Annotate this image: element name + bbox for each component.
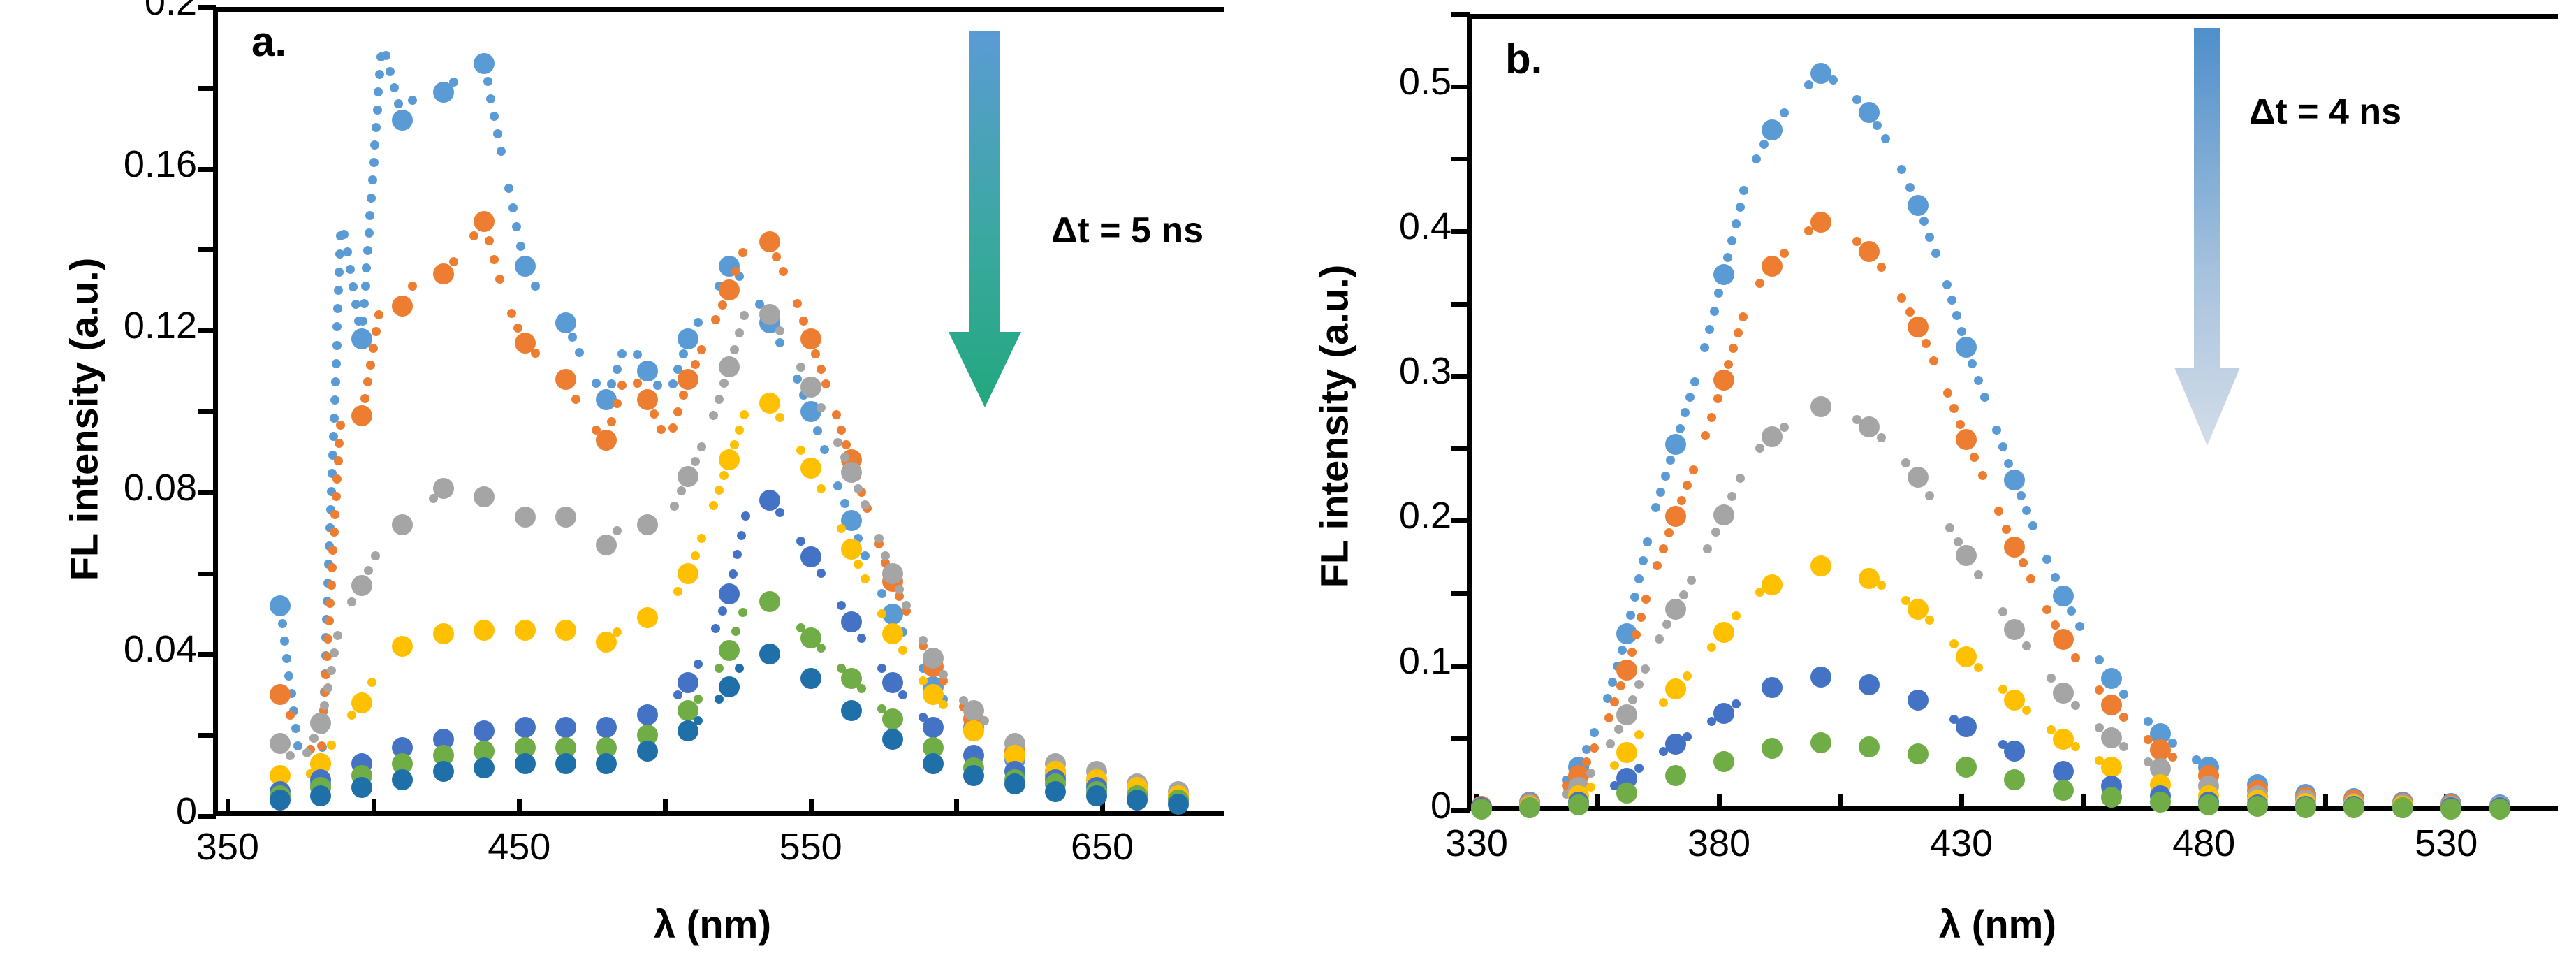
y-tick-label: 0.04 — [123, 628, 197, 671]
panel-a-decay-arrow — [943, 31, 1027, 412]
x-tick-mark — [1100, 799, 1106, 816]
y-tick-label: 0.2 — [1398, 495, 1451, 537]
x-tick-mark — [517, 799, 522, 816]
x-tick-mark — [1474, 794, 1479, 811]
panel-a: a. FL intensity (a.u.) λ (nm) 0 0.04 0.08 0… — [0, 0, 1257, 974]
y-tick-label: 0 — [175, 790, 197, 832]
x-tick-mark — [954, 799, 960, 816]
x-tick-label: 550 — [779, 826, 842, 868]
x-tick-label: 330 — [1444, 822, 1508, 864]
x-tick-label: 530 — [2415, 822, 2478, 864]
x-tick-label: 450 — [488, 826, 551, 868]
y-tick-mark — [1451, 591, 1470, 597]
y-tick-mark — [198, 571, 216, 576]
y-tick-mark — [1451, 157, 1470, 162]
x-tick-mark — [1838, 794, 1843, 811]
x-tick-mark — [2202, 794, 2207, 811]
y-tick-label: 0.1 — [1398, 639, 1451, 682]
panel-a-x-axis-title: λ (nm) — [654, 902, 771, 946]
y-tick-mark — [1451, 736, 1470, 741]
y-tick-label: 0.3 — [1398, 350, 1451, 393]
x-tick-mark — [1716, 794, 1722, 811]
x-tick-mark — [2444, 794, 2450, 811]
x-tick-mark — [662, 799, 668, 816]
x-tick-label: 350 — [196, 826, 259, 868]
y-tick-mark — [198, 652, 216, 657]
x-tick-mark — [225, 799, 230, 816]
y-tick-label: 0 — [1430, 785, 1451, 827]
y-tick-mark — [198, 733, 216, 739]
y-tick-mark — [1451, 518, 1470, 524]
y-tick-mark — [1451, 446, 1470, 451]
panel-a-label: a. — [251, 18, 287, 65]
panel-a-y-axis-title: FL intensity (a.u.) — [61, 257, 106, 581]
y-tick-label: 0.08 — [123, 466, 197, 509]
panel-a-annotation-text: Δt = 5 ns — [1051, 210, 1204, 251]
y-tick-mark — [198, 814, 216, 819]
panel-b-y-axis-title: FL intensity (a.u.) — [1312, 264, 1356, 588]
y-tick-label: 0.5 — [1398, 60, 1451, 103]
panel-b: b. FL intensity (a.u.) λ (nm) 0 0.1 0.2 0.3… — [1257, 0, 2576, 974]
panel-b-x-axis-title: λ (nm) — [1939, 902, 2056, 946]
panel-b-annotation-text: Δt = 4 ns — [2249, 92, 2402, 132]
y-tick-mark — [198, 85, 216, 91]
x-tick-mark — [1595, 794, 1601, 811]
y-tick-mark — [1451, 84, 1470, 89]
x-tick-label: 480 — [2172, 822, 2236, 864]
y-tick-mark — [1451, 808, 1470, 813]
panel-b-decay-arrow — [2169, 28, 2246, 451]
y-tick-mark — [1451, 663, 1470, 669]
y-tick-mark — [1451, 228, 1470, 234]
y-tick-mark — [198, 328, 216, 334]
x-tick-label: 380 — [1687, 822, 1751, 864]
y-tick-label: 0.12 — [123, 305, 197, 347]
x-tick-label: 430 — [1930, 822, 1993, 864]
y-tick-label: 0.16 — [123, 143, 197, 185]
y-tick-mark — [1451, 301, 1470, 307]
y-tick-mark — [1451, 374, 1470, 379]
x-tick-mark — [808, 799, 814, 816]
y-tick-label: 0.4 — [1398, 205, 1451, 247]
y-tick-mark — [198, 5, 216, 10]
x-tick-mark — [1959, 794, 1965, 811]
y-tick-mark — [198, 409, 216, 414]
panel-b-label: b. — [1505, 36, 1543, 82]
y-tick-mark — [198, 166, 216, 172]
plot-frame-a — [213, 7, 1224, 816]
y-tick-mark — [198, 247, 216, 253]
x-tick-label: 650 — [1070, 826, 1134, 868]
x-tick-mark — [371, 799, 376, 816]
x-tick-mark — [2080, 794, 2086, 811]
plot-frame-b — [1467, 14, 2558, 811]
x-tick-mark — [2322, 794, 2328, 811]
y-tick-mark — [1451, 12, 1470, 17]
y-tick-mark — [198, 490, 216, 495]
y-tick-label: 0.2 — [144, 0, 197, 23]
